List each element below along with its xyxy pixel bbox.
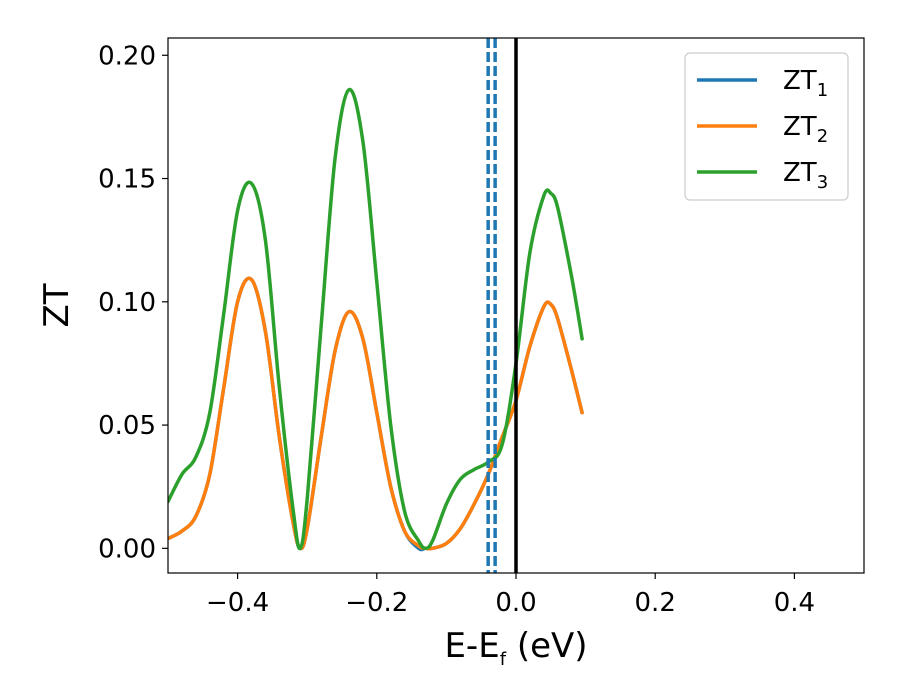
y-tick-label: 0.10	[98, 288, 156, 318]
legend-box	[684, 52, 849, 201]
y-tick-label: 0.05	[98, 411, 156, 441]
legend-label: ZT2	[783, 112, 828, 147]
x-tick-label: −0.2	[345, 588, 408, 618]
x-axis: −0.4 −0.2 0.0 0.2 0.4	[206, 573, 815, 618]
legend-label: ZT1	[783, 66, 828, 101]
y-axis-label: ZT	[37, 283, 77, 327]
x-tick-label: −0.4	[206, 588, 269, 618]
legend: ZT1 ZT2 ZT3	[684, 52, 849, 201]
y-tick-label: 0.15	[98, 165, 156, 195]
y-tick-label: 0.00	[98, 534, 156, 564]
x-tick-label: 0.0	[495, 588, 536, 618]
series-line-3	[168, 88, 584, 551]
x-tick-label: 0.4	[774, 588, 815, 618]
plot-area	[168, 38, 584, 573]
x-axis-label: E-Ef (eV)	[444, 626, 587, 670]
y-tick-label: 0.20	[98, 41, 156, 71]
legend-label: ZT3	[783, 158, 828, 193]
series-line-2	[168, 276, 584, 551]
y-axis: 0.00 0.05 0.10 0.15 0.20	[98, 41, 168, 564]
x-tick-label: 0.2	[635, 588, 676, 618]
